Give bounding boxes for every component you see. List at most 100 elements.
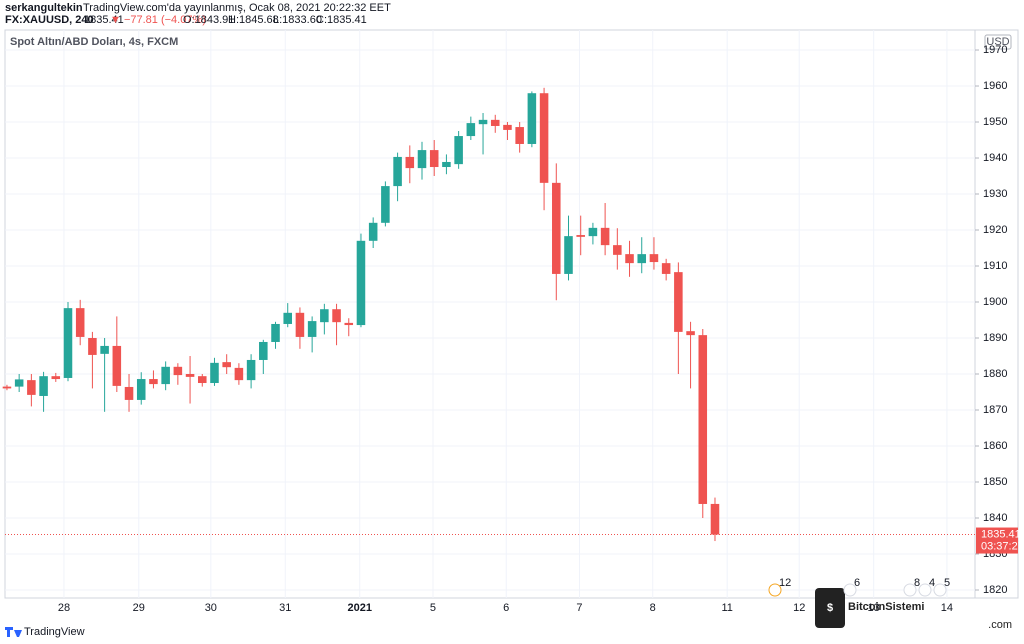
event-count: 4 [929, 577, 935, 589]
price-tag [976, 527, 1018, 554]
event-icon [843, 583, 857, 597]
price-tag-label: 1835.41 [981, 528, 1021, 540]
y-tick-label: 1950 [983, 116, 1007, 128]
candle-body [368, 222, 378, 241]
candle-body [576, 235, 585, 237]
event-count: 5 [944, 577, 950, 589]
x-tick-label: 28 [58, 602, 70, 614]
candle-body [527, 93, 537, 144]
candle-body [454, 136, 463, 165]
candle-body [222, 362, 231, 368]
candle-body [381, 186, 390, 223]
candle-body [674, 272, 683, 332]
y-tick-label: 1960 [983, 80, 1007, 92]
candle-body [600, 227, 610, 246]
chart-frame [4, 29, 1019, 599]
event-icon [903, 583, 917, 597]
candle-body [320, 309, 329, 323]
candle-body [14, 379, 24, 387]
ohlc: H:1845.68 [228, 14, 279, 26]
tradingview-logo: TradingView [5, 626, 85, 638]
candle-body [588, 227, 598, 237]
currency: USD [986, 36, 1009, 48]
chart-title: Spot Altın/ABD Doları, 4s, FXCM [10, 36, 178, 48]
y-tick-label: 1840 [983, 512, 1007, 524]
watermark-icon [815, 588, 845, 628]
candle-body [478, 119, 488, 125]
candle-body [490, 119, 500, 126]
logo-icon [5, 627, 22, 637]
candle-body [246, 359, 256, 381]
candle-body [552, 182, 561, 274]
candle-body [27, 380, 36, 395]
x-tick-label: 11 [721, 602, 732, 614]
x-tick-label: 12 [793, 602, 805, 614]
currency-box [984, 34, 1012, 50]
candle-body [185, 374, 195, 377]
x-tick-label: 2021 [348, 602, 372, 614]
x-tick-label: 13 [868, 602, 880, 614]
candle-body [295, 312, 305, 337]
event-count: 8 [914, 577, 920, 589]
y-tick-label: 1870 [983, 404, 1007, 416]
y-tick-label: 1850 [983, 476, 1007, 488]
author: serkangultekin [5, 2, 83, 14]
y-tick-label: 1860 [983, 440, 1007, 452]
candle-body [149, 379, 158, 385]
candle-body [100, 345, 109, 354]
x-tick-label: 30 [205, 602, 217, 614]
candle-body [271, 323, 280, 342]
candle-body [173, 366, 183, 376]
y-tick-label: 1920 [983, 224, 1007, 236]
y-tick-label: 1970 [983, 44, 1007, 56]
candle-body [332, 309, 341, 323]
candle-body [539, 93, 549, 183]
candle-body [625, 254, 634, 264]
event-icon [933, 583, 947, 597]
y-tick-label: 1890 [983, 332, 1007, 344]
candle-body [75, 308, 85, 337]
candle-body [283, 312, 292, 324]
candle-body [393, 156, 402, 187]
last-price: 1835.41 [84, 14, 124, 26]
candle-body [710, 503, 720, 535]
y-tick-label: 1880 [983, 368, 1007, 380]
x-tick-label: 29 [133, 602, 145, 614]
candle-body [405, 156, 415, 169]
candle-body [234, 367, 244, 381]
candle-body [307, 321, 317, 337]
candle-body [698, 335, 708, 504]
countdown: 03:37:27 [981, 540, 1024, 552]
x-tick-label: 7 [576, 602, 582, 614]
candle-body [112, 345, 122, 386]
candle-body [515, 127, 524, 144]
ohlc: C:1835.41 [316, 14, 367, 26]
event-count: 12 [779, 577, 791, 589]
candle-body [161, 366, 170, 385]
candle-body [417, 150, 427, 169]
x-tick-label: 5 [430, 602, 436, 614]
candle-body [124, 386, 134, 400]
candle-body [466, 123, 476, 137]
published: TradingView.com'da yayınlanmış, Ocak 08,… [83, 2, 391, 14]
watermark-suffix: .com [988, 619, 1012, 631]
candle-body [51, 376, 61, 380]
candle-body [649, 254, 659, 263]
x-tick-label: 8 [650, 602, 656, 614]
candle-body [39, 376, 48, 396]
candle-body [564, 236, 573, 274]
candle-body [356, 240, 366, 326]
candle-body [686, 331, 695, 336]
candle-body [210, 362, 219, 384]
candle-body [136, 379, 146, 400]
candle-body [259, 341, 268, 360]
candle-body [503, 124, 512, 130]
symbol: FX:XAUUSD, 240 [5, 14, 94, 26]
x-tick-label: 31 [279, 602, 291, 614]
event-count: 6 [854, 577, 860, 589]
event-icon [768, 583, 782, 597]
ohlc: O:1843.91 [183, 14, 234, 26]
y-tick-label: 1930 [983, 188, 1007, 200]
